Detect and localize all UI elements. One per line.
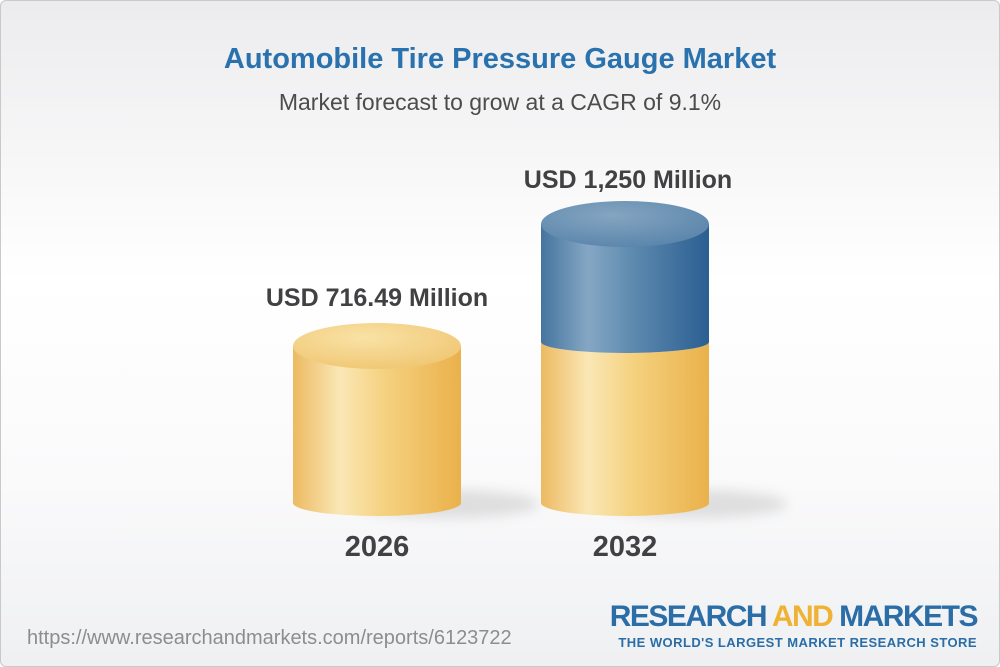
report-url: https://www.researchandmarkets.com/repor…	[27, 627, 512, 649]
bar-2026-top	[293, 323, 461, 369]
logo-word-markets: MARKETS	[839, 600, 978, 633]
logo-tagline: THE WORLD'S LARGEST MARKET RESEARCH STOR…	[618, 635, 977, 650]
axis-label-2026: 2026	[344, 531, 410, 563]
page-title: Automobile Tire Pressure Gauge Market	[223, 43, 777, 75]
logo-word-research: RESEARCH	[609, 600, 768, 633]
bar-2032-base-segment	[541, 342, 709, 516]
bar-2026-cylinder	[293, 323, 461, 516]
bar-2026-body	[293, 346, 461, 516]
axis-label-2032: 2032	[592, 531, 658, 563]
bar-2032-top	[541, 201, 709, 247]
bar-2032-growth-segment	[541, 224, 709, 353]
page-subtitle: Market forecast to grow at a CAGR of 9.1…	[278, 89, 722, 115]
bar-2032-cylinder	[541, 201, 709, 516]
research-and-markets-logo: RESEARCH AND MARKETS THE WORLD'S LARGEST…	[609, 600, 979, 650]
logo-wordmark: RESEARCH AND MARKETS	[609, 600, 979, 633]
logo-word-and: AND	[771, 600, 834, 633]
value-label-2032: USD 1,250 Million	[523, 166, 733, 194]
value-label-2026: USD 716.49 Million	[265, 284, 489, 312]
